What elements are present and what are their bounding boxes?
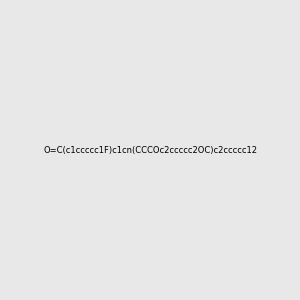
Text: O=C(c1ccccc1F)c1cn(CCCOc2ccccc2OC)c2ccccc12: O=C(c1ccccc1F)c1cn(CCCOc2ccccc2OC)c2cccc… bbox=[43, 146, 257, 154]
